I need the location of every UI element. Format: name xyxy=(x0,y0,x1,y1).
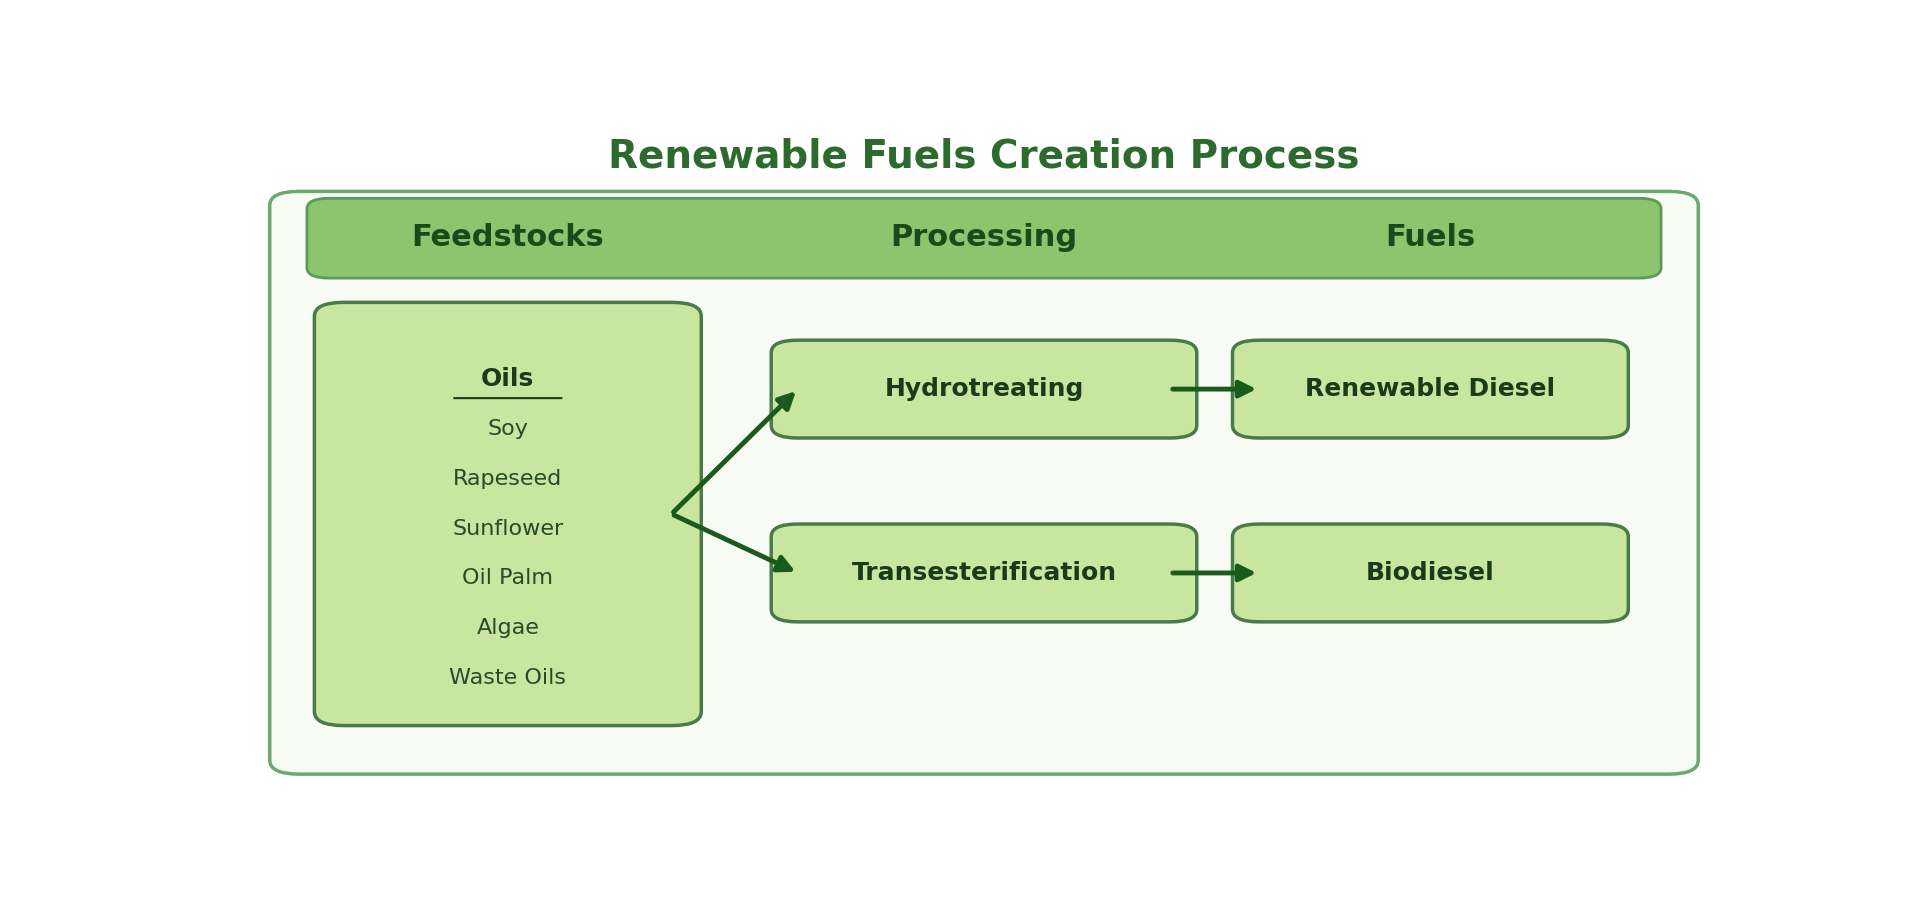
Text: Waste Oils: Waste Oils xyxy=(449,669,566,688)
Text: Feedstocks: Feedstocks xyxy=(411,223,605,252)
Text: Biodiesel: Biodiesel xyxy=(1365,561,1496,585)
FancyBboxPatch shape xyxy=(1233,341,1628,438)
Text: Transesterification: Transesterification xyxy=(851,561,1117,585)
Text: Processing: Processing xyxy=(891,223,1077,252)
Text: Oils: Oils xyxy=(482,367,534,391)
FancyBboxPatch shape xyxy=(315,303,701,725)
FancyBboxPatch shape xyxy=(772,524,1196,622)
Text: Oil Palm: Oil Palm xyxy=(463,569,553,588)
Text: Rapeseed: Rapeseed xyxy=(453,469,563,488)
Text: Fuels: Fuels xyxy=(1384,223,1476,252)
Text: Soy: Soy xyxy=(488,419,528,439)
FancyBboxPatch shape xyxy=(772,341,1196,438)
Text: Algae: Algae xyxy=(476,618,540,639)
FancyBboxPatch shape xyxy=(269,191,1699,774)
Text: Renewable Diesel: Renewable Diesel xyxy=(1306,378,1555,401)
FancyBboxPatch shape xyxy=(307,198,1661,278)
Text: Renewable Fuels Creation Process: Renewable Fuels Creation Process xyxy=(609,138,1359,176)
FancyBboxPatch shape xyxy=(1233,524,1628,622)
Text: Sunflower: Sunflower xyxy=(453,519,563,539)
Text: Hydrotreating: Hydrotreating xyxy=(885,378,1083,401)
